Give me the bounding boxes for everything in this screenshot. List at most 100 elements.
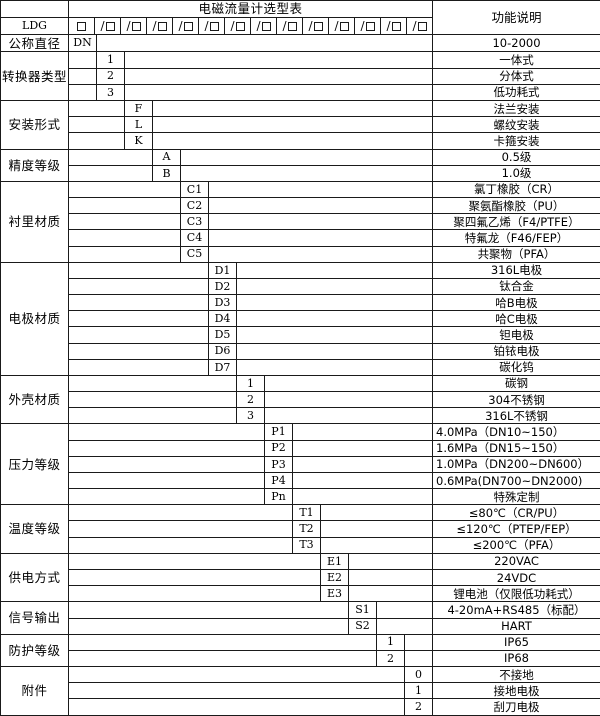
option-code[interactable]: 1 bbox=[236, 374, 265, 393]
option-description: 304不锈钢 bbox=[432, 391, 600, 409]
code-box-14[interactable]: / bbox=[407, 19, 432, 34]
title-left-spacer bbox=[0, 0, 69, 18]
empty-code-box-icon[interactable] bbox=[391, 21, 401, 31]
option-code[interactable]: P1 bbox=[264, 423, 293, 441]
empty-code-box-icon[interactable] bbox=[365, 21, 375, 31]
right-spacer bbox=[208, 213, 433, 231]
empty-code-box-icon[interactable] bbox=[209, 21, 219, 31]
left-spacer bbox=[68, 633, 377, 651]
empty-code-box-icon[interactable] bbox=[417, 21, 427, 31]
code-box-6[interactable]: / bbox=[199, 18, 225, 34]
option-code[interactable]: P4 bbox=[264, 471, 293, 490]
left-spacer bbox=[68, 261, 209, 279]
option-code[interactable]: 2 bbox=[404, 698, 433, 716]
table-row: 转换器类型 1 一体式 bbox=[0, 51, 600, 101]
code-box-7[interactable]: / bbox=[225, 18, 251, 34]
right-spacer bbox=[320, 536, 433, 554]
option-code[interactable]: B bbox=[152, 164, 181, 182]
right-spacer bbox=[208, 229, 433, 247]
option-code[interactable]: T2 bbox=[292, 520, 321, 538]
code-box-1[interactable] bbox=[70, 18, 95, 34]
option-code[interactable]: E1 bbox=[320, 552, 349, 570]
code-box-12[interactable]: / bbox=[355, 18, 381, 34]
empty-code-box-icon[interactable] bbox=[339, 21, 349, 31]
left-spacer bbox=[68, 164, 153, 182]
empty-code-box-icon[interactable] bbox=[131, 21, 141, 31]
code-box-2[interactable]: / bbox=[95, 18, 121, 34]
empty-code-box-icon[interactable] bbox=[287, 21, 297, 31]
option-code[interactable]: F bbox=[124, 99, 153, 118]
option-code[interactable]: D4 bbox=[208, 310, 237, 328]
right-spacer bbox=[236, 358, 433, 376]
left-spacer bbox=[68, 391, 237, 409]
table-row: D3 哈B电极 bbox=[1, 294, 600, 312]
option-code[interactable]: C4 bbox=[180, 229, 209, 247]
option-code[interactable]: L bbox=[124, 116, 153, 134]
option-code[interactable]: 1 bbox=[376, 633, 405, 651]
code-box-11[interactable]: / bbox=[329, 18, 355, 34]
right-spacer bbox=[404, 633, 433, 651]
category-label-2: 转换器类型 bbox=[0, 51, 69, 101]
option-code[interactable]: 0 bbox=[404, 666, 433, 684]
option-code[interactable]: 3 bbox=[96, 83, 125, 102]
option-code[interactable]: 2 bbox=[96, 67, 125, 85]
option-code[interactable]: 1 bbox=[404, 682, 433, 700]
left-spacer bbox=[68, 536, 293, 554]
option-description: ≤120℃（PTEP/FEP） bbox=[432, 520, 600, 538]
option-code[interactable]: 2 bbox=[376, 649, 405, 668]
option-code[interactable]: S1 bbox=[348, 601, 377, 619]
code-box-9[interactable]: / bbox=[277, 18, 303, 34]
option-code[interactable]: A bbox=[152, 148, 181, 166]
code-box-13[interactable]: / bbox=[381, 18, 407, 34]
option-description: 4-20mA+RS485（标配） bbox=[432, 601, 600, 619]
option-code[interactable]: C1 bbox=[180, 180, 209, 199]
empty-code-box-icon[interactable] bbox=[183, 21, 193, 31]
empty-code-box-icon[interactable] bbox=[261, 21, 271, 31]
option-code[interactable]: D6 bbox=[208, 342, 237, 360]
option-description: HART bbox=[432, 617, 600, 635]
code-box-10[interactable]: / bbox=[303, 18, 329, 34]
option-code[interactable]: 3 bbox=[236, 407, 265, 425]
option-code[interactable]: Pn bbox=[264, 488, 293, 506]
option-code[interactable]: D3 bbox=[208, 294, 237, 312]
option-description: 1.0MPa（DN200~DN600） bbox=[432, 455, 600, 473]
table-row: C3 聚四氟乙烯（F4/PTFE） bbox=[1, 213, 600, 231]
table-row: T3 ≤200℃（PFA） bbox=[1, 536, 600, 554]
left-spacer bbox=[68, 67, 97, 85]
option-code[interactable]: C5 bbox=[180, 245, 209, 263]
right-spacer bbox=[292, 488, 433, 506]
option-code[interactable]: E2 bbox=[320, 568, 349, 587]
code-box-8[interactable]: / bbox=[251, 18, 277, 34]
option-code[interactable]: D2 bbox=[208, 277, 237, 296]
table-row: C2 聚氨酯橡胶（PU） bbox=[1, 197, 600, 215]
right-spacer bbox=[236, 342, 433, 360]
category-label-10: 供电方式 bbox=[0, 552, 69, 603]
option-code[interactable]: D1 bbox=[208, 261, 237, 279]
option-code[interactable]: S2 bbox=[348, 617, 377, 635]
option-code[interactable]: T1 bbox=[292, 504, 321, 522]
option-code[interactable]: 2 bbox=[236, 391, 265, 409]
option-code[interactable]: D5 bbox=[208, 326, 237, 344]
empty-code-box-icon[interactable] bbox=[77, 21, 86, 31]
left-spacer bbox=[68, 585, 321, 603]
empty-code-box-icon[interactable] bbox=[157, 21, 167, 31]
option-code[interactable]: K bbox=[124, 132, 153, 150]
option-code[interactable]: P2 bbox=[264, 439, 293, 457]
option-code[interactable]: P3 bbox=[264, 455, 293, 473]
code-box-4[interactable]: / bbox=[147, 18, 173, 34]
empty-code-box-icon[interactable] bbox=[235, 21, 245, 31]
code-box-3[interactable]: / bbox=[121, 18, 147, 34]
empty-code-box-icon[interactable] bbox=[313, 21, 323, 31]
option-description: ≤80℃（CR/PU） bbox=[432, 504, 600, 522]
option-code[interactable]: C3 bbox=[180, 213, 209, 231]
option-code[interactable]: T3 bbox=[292, 536, 321, 554]
empty-code-box-icon[interactable] bbox=[105, 21, 115, 31]
option-code[interactable]: C2 bbox=[180, 197, 209, 215]
option-code[interactable]: DN bbox=[68, 33, 97, 53]
code-box-5[interactable]: / bbox=[173, 18, 199, 34]
function-description-header: 功能说明 bbox=[432, 0, 600, 35]
option-code[interactable]: 1 bbox=[96, 51, 125, 69]
option-code[interactable]: E3 bbox=[320, 585, 349, 603]
option-code[interactable]: D7 bbox=[208, 358, 237, 376]
right-spacer bbox=[376, 617, 433, 635]
